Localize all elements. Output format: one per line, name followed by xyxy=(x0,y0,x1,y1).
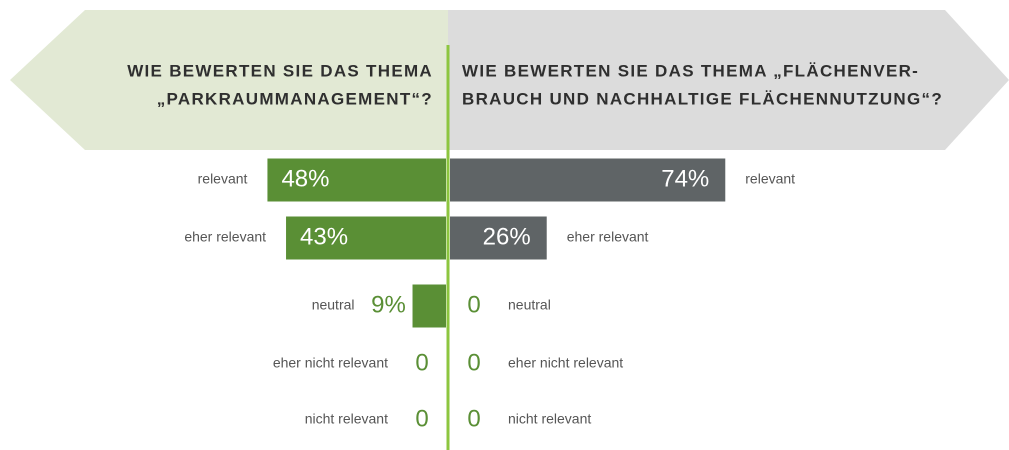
panel-title: WIE BEWERTEN SIE DAS THEMA xyxy=(127,61,433,80)
value-label: 26% xyxy=(483,223,531,250)
category-label: nicht relevant xyxy=(305,411,388,427)
bar xyxy=(286,216,446,260)
category-label: eher relevant xyxy=(567,229,649,245)
value-label: 0 xyxy=(415,349,428,376)
value-label: 74% xyxy=(661,165,709,192)
value-label: 0 xyxy=(415,405,428,432)
panel-title: „PARKRAUMMANAGEMENT“? xyxy=(157,89,433,108)
left-arrow xyxy=(10,10,448,150)
category-label: relevant xyxy=(198,171,248,187)
value-label: 0 xyxy=(467,291,480,318)
panel-title: WIE BEWERTEN SIE DAS THEMA „FLÄCHENVER- xyxy=(462,61,919,80)
value-label: 43% xyxy=(300,223,348,250)
value-label: 0 xyxy=(467,349,480,376)
category-label: eher nicht relevant xyxy=(273,355,388,371)
category-label: relevant xyxy=(745,171,795,187)
bar xyxy=(450,158,726,202)
value-label: 9% xyxy=(371,291,406,318)
category-label: eher relevant xyxy=(184,229,266,245)
bar xyxy=(450,216,547,260)
right-arrow xyxy=(448,10,1009,150)
category-label: neutral xyxy=(312,297,355,313)
bar xyxy=(412,284,446,328)
category-label: neutral xyxy=(508,297,551,313)
category-label: nicht relevant xyxy=(508,411,591,427)
panel-title: BRAUCH UND NACHHALTIGE FLÄCHENNUTZUNG“? xyxy=(462,89,943,108)
category-label: eher nicht relevant xyxy=(508,355,623,371)
value-label: 48% xyxy=(281,165,329,192)
value-label: 0 xyxy=(467,405,480,432)
bar xyxy=(267,158,446,202)
